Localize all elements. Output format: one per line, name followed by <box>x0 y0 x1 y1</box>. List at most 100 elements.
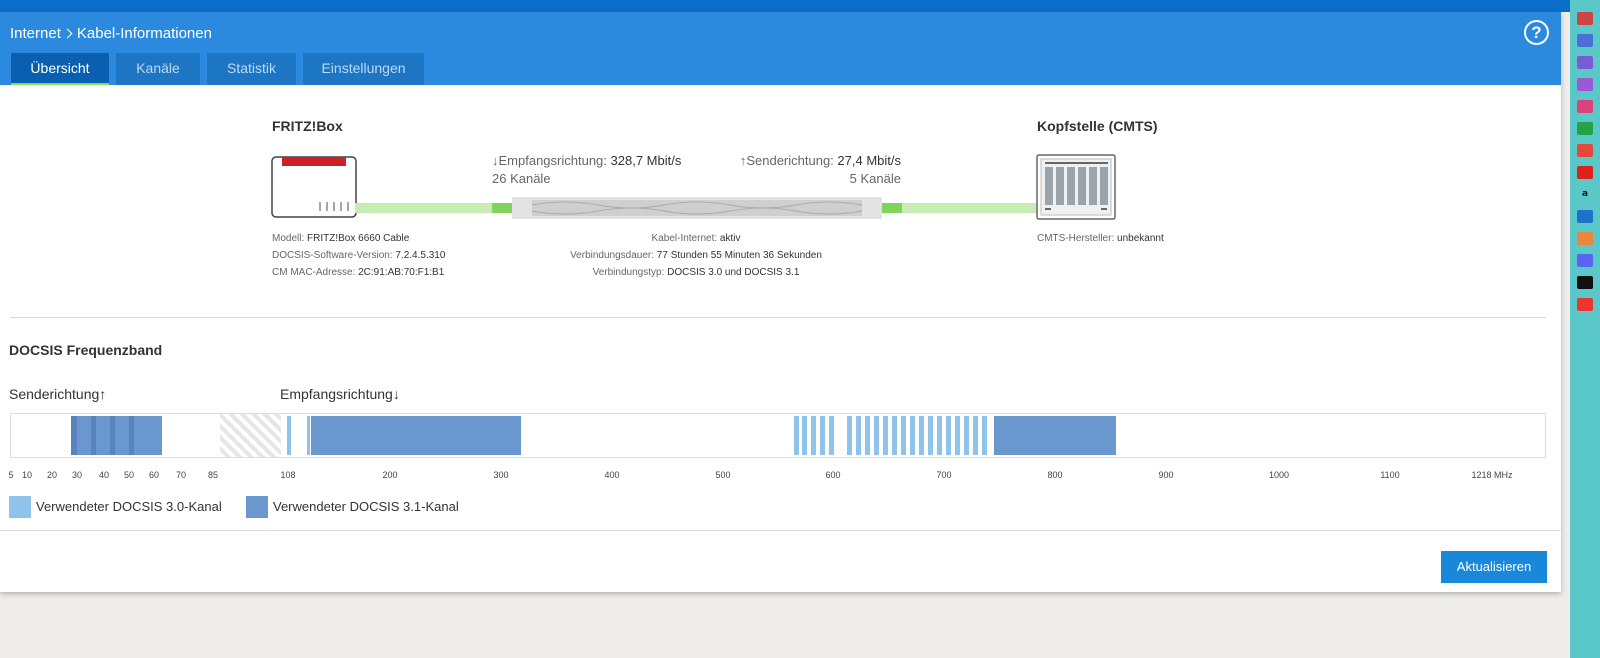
youtube-icon[interactable] <box>1577 166 1593 179</box>
connection-type: Verbindungstyp: DOCSIS 3.0 und DOCSIS 3.… <box>592 267 800 278</box>
downstream-docsis30-channel <box>928 416 933 455</box>
breadcrumb-current: Kabel-Informationen <box>76 25 212 42</box>
cable-connection <box>355 197 1040 219</box>
amazon-icon[interactable]: a <box>1581 189 1589 199</box>
downstream-tick-label: 108 <box>280 470 296 480</box>
extension-icon[interactable] <box>1577 232 1593 245</box>
downstream-docsis30-channel <box>847 416 852 455</box>
downstream-docsis30-channel <box>955 416 960 455</box>
upstream-tick-label: 40 <box>98 470 110 480</box>
downstream-tick-label: 200 <box>382 470 398 480</box>
docsis30-legend-swatch <box>9 496 31 518</box>
downstream-band-label: Empfangsrichtung↓ <box>280 386 400 402</box>
upstream-band-label: Senderichtung↑ <box>9 386 107 402</box>
refresh-button[interactable]: Aktualisieren <box>1441 551 1547 583</box>
downstream-tick-label: 400 <box>604 470 620 480</box>
docsis30-legend-label: Verwendeter DOCSIS 3.0-Kanal <box>36 499 222 514</box>
upstream-docsis30-channel <box>71 416 77 455</box>
breadcrumb-parent[interactable]: Internet <box>10 25 61 42</box>
upstream-docsis30-channel <box>110 416 115 455</box>
breadcrumb: Internet Kabel-Informationen <box>10 25 212 42</box>
downstream-tick-label: 500 <box>715 470 731 480</box>
downstream-docsis30-channel <box>910 416 915 455</box>
downstream-docsis30-channel <box>946 416 951 455</box>
downstream-rate: ↓Empfangsrichtung: 328,7 Mbit/s <box>492 153 682 168</box>
upstream-docsis30-channel <box>91 416 96 455</box>
downstream-tick-label: 600 <box>825 470 841 480</box>
section-divider <box>10 317 1546 318</box>
downstream-docsis30-channel <box>901 416 906 455</box>
downstream-docsis30-channel <box>937 416 942 455</box>
tab-channels[interactable]: Kanäle <box>116 53 200 85</box>
main-panel: Internet Kabel-Informationen ? Übersicht … <box>0 12 1561 592</box>
instagram-icon[interactable] <box>1577 100 1593 113</box>
upstream-rate: ↑Senderichtung: 27,4 Mbit/s <box>739 153 901 168</box>
downstream-docsis30-channel <box>874 416 879 455</box>
upstream-docsis31-block <box>71 416 162 455</box>
downstream-docsis30-channel <box>883 416 888 455</box>
downstream-docsis30-channel <box>892 416 897 455</box>
downstream-tick-label: 1218 MHz <box>1471 470 1513 480</box>
downstream-docsis30-channel <box>919 416 924 455</box>
device-title: FRITZ!Box <box>272 118 343 134</box>
downstream-docsis30-channel <box>287 416 291 455</box>
upstream-tick-label: 10 <box>21 470 33 480</box>
downstream-tick-label: 1100 <box>1380 470 1400 480</box>
downstream-docsis30-channel <box>811 416 816 455</box>
upstream-tick-label: 85 <box>207 470 219 480</box>
downstream-docsis30-channel <box>794 416 799 455</box>
upstream-tick-label: 70 <box>175 470 187 480</box>
discord-icon[interactable] <box>1577 254 1593 267</box>
help-button[interactable]: ? <box>1524 20 1549 45</box>
device-model: Modell: FRITZ!Box 6660 Cable <box>272 233 410 244</box>
downstream-tick-label: 1000 <box>1268 470 1290 480</box>
whatsapp-icon[interactable] <box>1577 122 1593 135</box>
cmts-title: Kopfstelle (CMTS) <box>1037 118 1158 134</box>
device-software-version: DOCSIS-Software-Version: 7.2.4.5.310 <box>272 250 446 261</box>
upstream-tick-label: 30 <box>71 470 83 480</box>
gmail-icon[interactable] <box>1577 144 1593 157</box>
fritzbox-icon <box>271 156 357 218</box>
downstream-docsis30-channel <box>964 416 969 455</box>
upstream-tick-label: 60 <box>148 470 160 480</box>
upstream-channels: 5 Kanäle <box>849 171 901 186</box>
tab-settings[interactable]: Einstellungen <box>303 53 424 85</box>
messenger-icon[interactable] <box>1577 78 1593 91</box>
panel-header: Internet Kabel-Informationen ? Übersicht … <box>0 12 1561 85</box>
downstream-docsis30-channel <box>982 416 987 455</box>
docsis31-legend-swatch <box>246 496 268 518</box>
upstream-tick-label: 5 <box>8 470 14 480</box>
downstream-docsis30-channel <box>865 416 870 455</box>
extension-icon[interactable] <box>1577 56 1593 69</box>
downstream-tick-label: 700 <box>936 470 952 480</box>
extension-icon[interactable] <box>1577 298 1593 311</box>
browser-sidebar: a <box>1570 0 1600 658</box>
upstream-tick-label: 50 <box>123 470 135 480</box>
cmts-manufacturer: CMTS-Hersteller: unbekannt <box>1037 233 1164 244</box>
tab-statistics[interactable]: Statistik <box>207 53 296 85</box>
downstream-docsis31-block <box>994 416 1116 455</box>
unused-band-gap <box>220 414 281 457</box>
extension-icon[interactable] <box>1577 34 1593 47</box>
upstream-tick-label: 20 <box>46 470 58 480</box>
downstream-docsis30-channel <box>973 416 978 455</box>
chevron-right-icon <box>62 28 73 39</box>
tiktok-icon[interactable] <box>1577 276 1593 289</box>
tab-overview[interactable]: Übersicht <box>11 53 109 85</box>
cloud-icon[interactable] <box>1577 210 1593 223</box>
downstream-docsis30-channel <box>856 416 861 455</box>
downstream-tick-label: 300 <box>493 470 509 480</box>
connection-status: Kabel-Internet: aktiv <box>651 233 741 244</box>
extension-icon[interactable] <box>1577 12 1593 25</box>
upstream-docsis30-channel <box>129 416 134 455</box>
downstream-docsis30-channel <box>802 416 807 455</box>
downstream-docsis30-channel <box>820 416 825 455</box>
docsis31-legend-label: Verwendeter DOCSIS 3.1-Kanal <box>273 499 459 514</box>
footer-divider <box>0 530 1561 531</box>
cmts-icon <box>1036 154 1116 220</box>
frequency-band-chart <box>10 413 1546 458</box>
connection-duration: Verbindungsdauer: 77 Stunden 55 Minuten … <box>570 250 822 261</box>
downstream-tick-label: 900 <box>1158 470 1174 480</box>
frequency-section-title: DOCSIS Frequenzband <box>9 342 163 358</box>
downstream-channels: 26 Kanäle <box>492 171 551 186</box>
